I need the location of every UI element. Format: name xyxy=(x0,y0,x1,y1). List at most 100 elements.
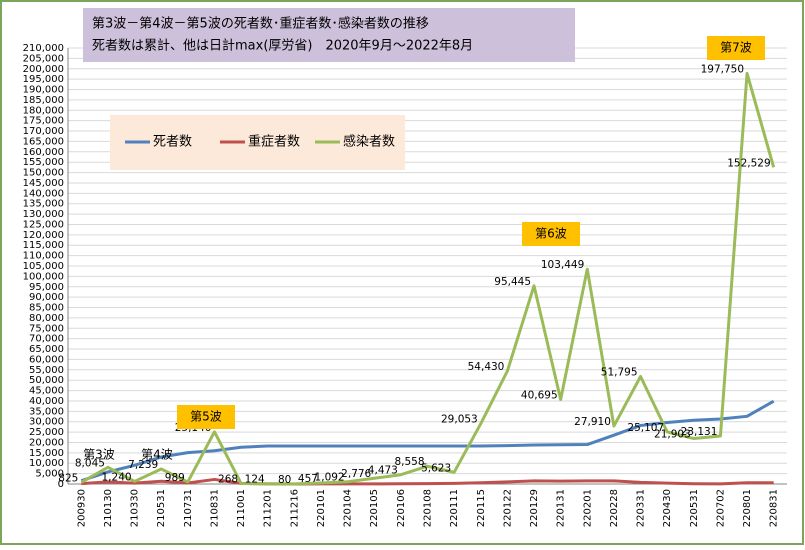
x-tick-label: 220331 xyxy=(636,489,647,527)
x-tick-label: 220430 xyxy=(662,489,673,527)
x-tick-label: 220104 xyxy=(343,489,354,527)
y-tick-label: 145,000 xyxy=(23,178,64,189)
data-label: 5,623 xyxy=(421,462,451,474)
x-tick-label: 220531 xyxy=(689,489,700,527)
y-tick-label: 40,000 xyxy=(29,396,64,407)
data-label: 40,695 xyxy=(521,390,558,402)
y-tick-label: 210,000 xyxy=(23,43,64,54)
y-tick-label: 135,000 xyxy=(23,199,64,210)
y-tick-label: 125,000 xyxy=(23,219,64,230)
x-tick-label: 220105 xyxy=(369,489,380,527)
y-tick-label: 105,000 xyxy=(23,261,64,272)
annotation: 第5波 xyxy=(190,410,222,424)
y-tick-label: 120,000 xyxy=(23,230,64,241)
y-tick-label: 20,000 xyxy=(29,437,64,448)
y-tick-label: 5,000 xyxy=(35,469,64,480)
data-label: 124 xyxy=(245,474,265,486)
data-label: 4,473 xyxy=(368,465,398,477)
x-tick-label: 220201 xyxy=(582,489,593,527)
chart-subtitle: 死者数は累計、他は日計max(厚労省) 2020年9月～2022年8月 xyxy=(92,38,473,54)
data-label: 8,045 xyxy=(75,457,105,469)
y-tick-label: 175,000 xyxy=(23,116,64,127)
x-tick-label: 220115 xyxy=(476,489,487,527)
y-tick-label: 50,000 xyxy=(29,375,64,386)
y-tick-label: 75,000 xyxy=(29,323,64,334)
annotation-box xyxy=(522,222,580,246)
y-tick-label: 165,000 xyxy=(23,136,64,147)
y-tick-label: 25,000 xyxy=(29,427,64,438)
x-tick-label: 220228 xyxy=(609,489,620,527)
x-tick-label: 220131 xyxy=(556,489,567,527)
y-tick-label: 10,000 xyxy=(29,458,64,469)
y-tick-label: 140,000 xyxy=(23,188,64,199)
data-label: 23,131 xyxy=(681,426,718,438)
x-tick-label: 220129 xyxy=(529,489,540,527)
x-tick-label: 210731 xyxy=(183,489,194,527)
data-label: 80 xyxy=(278,474,291,486)
series-line xyxy=(80,71,776,486)
x-tick-label: 220108 xyxy=(423,489,434,527)
title-box xyxy=(83,8,575,62)
y-tick-label: 190,000 xyxy=(23,85,64,96)
data-label: 25,107 xyxy=(627,422,664,434)
x-tick-label: 220111 xyxy=(449,489,460,527)
x-tick-label: 210831 xyxy=(209,489,220,527)
legend-label: 死者数 xyxy=(153,135,192,150)
y-tick-label: 185,000 xyxy=(23,95,64,106)
y-tick-label: 180,000 xyxy=(23,105,64,116)
data-label: 51,795 xyxy=(601,366,638,378)
data-label: 21,903 xyxy=(654,429,691,441)
data-label: 457 xyxy=(298,473,318,485)
y-tick-label: 35,000 xyxy=(29,406,64,417)
data-label: 54,430 xyxy=(468,361,505,373)
y-tick-label: 80,000 xyxy=(29,313,64,324)
data-label: 2,776 xyxy=(341,468,371,480)
legend xyxy=(110,115,405,170)
data-label: 152,529 xyxy=(727,157,770,169)
x-tick-label: 200930 xyxy=(76,489,87,527)
y-tick-label: 100,000 xyxy=(23,271,64,282)
data-label: 268 xyxy=(218,473,238,485)
y-tick-label: 160,000 xyxy=(23,147,64,158)
y-tick-label: 70,000 xyxy=(29,334,64,345)
y-tick-label: 200,000 xyxy=(23,64,64,75)
chart-title: 第3波－第4波－第5波の死者数･重症者数･感染者数の推移 xyxy=(92,16,429,32)
y-tick-label: 150,000 xyxy=(23,168,64,179)
x-tick-label: 220101 xyxy=(316,489,327,527)
y-tick-label: 15,000 xyxy=(29,448,64,459)
y-tick-label: 45,000 xyxy=(29,386,64,397)
y-tick-label: 130,000 xyxy=(23,209,64,220)
y-tick-label: 60,000 xyxy=(29,354,64,365)
x-tick-label: 210531 xyxy=(156,489,167,527)
data-label: 825 xyxy=(58,472,78,484)
series-line xyxy=(81,477,774,486)
legend-label: 感染者数 xyxy=(343,134,395,150)
annotation: 第6波 xyxy=(535,227,567,241)
x-tick-label: 220106 xyxy=(396,489,407,527)
y-tick-label: 110,000 xyxy=(23,251,64,262)
y-tick-label: 65,000 xyxy=(29,344,64,355)
y-tick-label: 115,000 xyxy=(23,240,64,251)
data-label: 989 xyxy=(165,472,185,484)
annotation-box xyxy=(177,405,235,429)
data-label: 8,558 xyxy=(394,456,424,468)
annotation-box xyxy=(707,36,765,60)
annotation: 第7波 xyxy=(720,41,752,55)
data-label: 95,445 xyxy=(494,276,531,288)
x-tick-label: 220122 xyxy=(502,489,513,527)
y-tick-label: 205,000 xyxy=(23,53,64,64)
legend-label: 重症者数 xyxy=(248,134,300,150)
x-tick-label: 220801 xyxy=(742,489,753,527)
y-tick-label: 195,000 xyxy=(23,74,64,85)
x-tick-label: 210130 xyxy=(103,489,114,527)
x-tick-label: 220702 xyxy=(715,489,726,527)
data-label: 29,053 xyxy=(441,414,478,426)
x-tick-label: 220831 xyxy=(769,489,780,527)
x-tick-label: 211201 xyxy=(263,489,274,527)
annotation: 第3波 xyxy=(83,448,115,462)
y-tick-label: 95,000 xyxy=(29,282,64,293)
y-tick-label: 0 xyxy=(58,479,64,490)
data-label: 7,239 xyxy=(128,459,158,471)
